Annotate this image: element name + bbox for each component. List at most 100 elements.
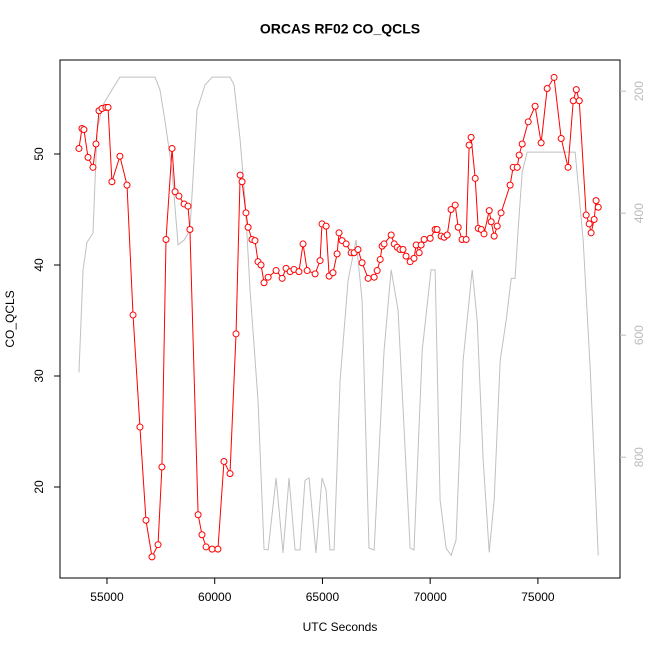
data-point — [585, 220, 593, 228]
y2-tick-label: 200 — [632, 81, 646, 101]
data-point — [399, 245, 407, 253]
data-point — [590, 215, 598, 223]
data-point — [524, 118, 532, 126]
y-tick-label: 20 — [32, 480, 46, 494]
data-point — [136, 423, 144, 431]
data-point — [493, 222, 501, 230]
data-point — [208, 545, 216, 553]
data-point — [515, 151, 523, 159]
data-point — [490, 232, 498, 240]
data-point — [572, 86, 580, 94]
data-point — [557, 134, 565, 142]
data-point — [543, 85, 551, 93]
chart-title: ORCAS RF02 CO_QCLS — [260, 21, 420, 37]
data-point — [311, 270, 319, 278]
data-point — [370, 273, 378, 281]
data-point — [451, 201, 459, 209]
data-point — [123, 181, 131, 189]
data-point — [582, 211, 590, 219]
data-point — [278, 274, 286, 282]
data-point — [497, 209, 505, 217]
data-point — [168, 144, 176, 152]
x-axis-title: UTC Seconds — [303, 620, 378, 634]
data-point — [467, 133, 475, 141]
data-point — [387, 231, 395, 239]
data-point — [244, 223, 252, 231]
data-point — [142, 516, 150, 524]
data-point — [410, 254, 418, 262]
data-point — [417, 241, 425, 249]
data-point — [465, 141, 473, 149]
data-point — [513, 163, 521, 171]
data-point — [537, 139, 545, 147]
data-point — [260, 279, 268, 287]
data-point — [303, 267, 311, 275]
data-point — [104, 103, 112, 111]
data-point — [242, 209, 250, 217]
y-axis-title: CO_QCLS — [3, 290, 17, 347]
data-point — [531, 102, 539, 110]
data-point — [335, 229, 343, 237]
data-point — [129, 311, 137, 319]
data-point — [108, 178, 116, 186]
y-tick-label: 50 — [32, 147, 46, 161]
data-point — [550, 73, 558, 81]
data-point — [426, 234, 434, 242]
y-tick-label: 40 — [32, 258, 46, 272]
data-point — [333, 250, 341, 258]
x-tick-label: 70000 — [413, 590, 447, 604]
y2-tick-label: 600 — [632, 325, 646, 345]
data-point — [158, 463, 166, 471]
data-point — [373, 267, 381, 275]
data-point — [358, 259, 366, 267]
data-point — [251, 237, 259, 245]
data-point — [116, 152, 124, 160]
data-point — [454, 223, 462, 231]
x-tick-label: 75000 — [521, 590, 555, 604]
data-point — [295, 268, 303, 276]
y-tick-label: 30 — [32, 369, 46, 383]
data-point — [264, 273, 272, 281]
data-point — [433, 225, 441, 233]
data-point — [447, 206, 455, 214]
data-point — [226, 470, 234, 478]
data-point — [198, 531, 206, 539]
data-point — [316, 257, 324, 265]
data-point — [75, 144, 83, 152]
x-tick-label: 60000 — [198, 590, 232, 604]
y2-tick-label: 400 — [632, 203, 646, 223]
x-tick-label: 65000 — [306, 590, 340, 604]
data-point — [89, 163, 97, 171]
data-point — [238, 178, 246, 186]
data-point — [471, 174, 479, 182]
data-point — [194, 511, 202, 519]
data-point — [220, 457, 228, 465]
data-point — [420, 235, 428, 243]
data-point — [506, 181, 514, 189]
data-point — [162, 235, 170, 243]
data-point — [154, 541, 162, 549]
data-point — [202, 543, 210, 551]
data-point — [186, 225, 194, 233]
data-point — [564, 163, 572, 171]
data-point — [329, 269, 337, 277]
data-point — [175, 192, 183, 200]
data-point — [171, 188, 179, 196]
data-point — [236, 171, 244, 179]
data-point — [569, 97, 577, 105]
data-point — [462, 235, 470, 243]
data-point — [354, 245, 362, 253]
data-point — [592, 197, 600, 205]
data-point — [342, 240, 350, 248]
data-point — [299, 240, 307, 248]
data-point — [380, 240, 388, 248]
data-point — [402, 252, 410, 260]
data-point — [443, 231, 451, 239]
data-point — [487, 218, 495, 226]
data-point — [214, 545, 222, 553]
data-point — [415, 249, 423, 257]
data-point — [485, 207, 493, 215]
data-point — [232, 330, 240, 338]
data-point — [480, 230, 488, 238]
